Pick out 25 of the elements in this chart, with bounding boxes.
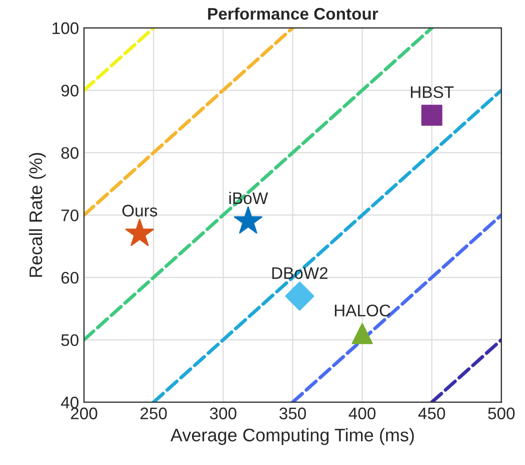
point bbox=[285, 282, 314, 311]
series-label: HALOC bbox=[334, 304, 390, 316]
x-tick-label: 350 bbox=[279, 408, 306, 420]
y-tick-label: 90 bbox=[61, 84, 78, 96]
series-label: Ours bbox=[122, 204, 158, 217]
x-axis-title: Average Computing Time (ms) bbox=[170, 428, 414, 446]
y-axis-title: Recall Rate (%) bbox=[28, 152, 46, 277]
x-tick-label: 250 bbox=[140, 408, 167, 420]
y-tick-label: 50 bbox=[61, 334, 78, 346]
point bbox=[421, 104, 442, 126]
chart-title: Performance Contour bbox=[208, 7, 378, 20]
x-tick-label: 500 bbox=[488, 408, 515, 420]
y-tick-label: 70 bbox=[61, 209, 78, 222]
y-tick-label: 80 bbox=[61, 147, 78, 159]
point bbox=[234, 206, 262, 234]
x-tick-label: 300 bbox=[210, 408, 236, 420]
x-tick-label: 450 bbox=[418, 408, 446, 420]
y-tick-label: 60 bbox=[61, 272, 78, 284]
y-tick-label: 40 bbox=[60, 396, 78, 408]
point bbox=[125, 218, 154, 246]
y-tick-label: 100 bbox=[52, 22, 78, 34]
x-tick-label: 400 bbox=[348, 408, 376, 420]
x-tick-label: 200 bbox=[70, 408, 98, 420]
point bbox=[352, 323, 373, 344]
series-label: HBST bbox=[410, 86, 454, 98]
